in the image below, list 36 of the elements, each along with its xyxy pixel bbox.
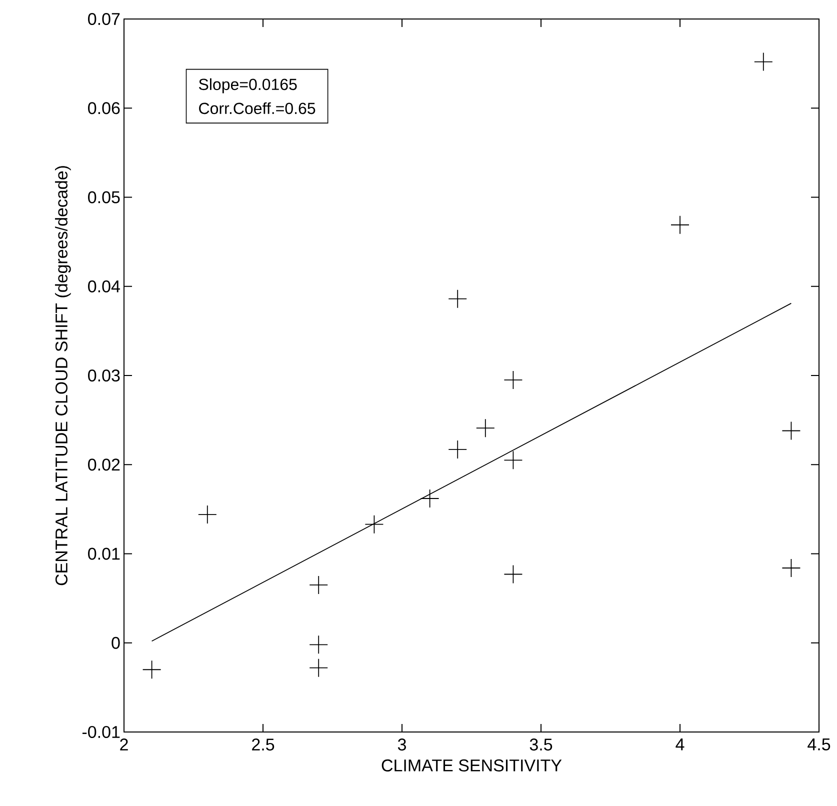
point [782,558,801,578]
x-tick-label: 2.5 [252,738,274,751]
point [504,564,523,584]
point [504,450,523,470]
y-tick-label: 0.07 [88,12,120,26]
x-tick-label: 4 [676,738,684,750]
point [364,514,384,534]
y-tick-label: 0.01 [88,548,120,560]
point [309,635,328,654]
y-tick-label: 0 [112,636,120,649]
point [754,52,773,72]
point [309,658,328,678]
y-tick-label: 0.06 [88,102,120,114]
y-axis-title: CENTRAL LATITUDE CLOUD SHIFT (degrees/decade) [55,166,71,586]
point [448,289,468,308]
point [309,575,328,594]
point [476,418,495,438]
y-tick-label: 0.04 [88,280,120,292]
point [198,505,217,524]
x-tick-label: 3.5 [530,738,552,751]
y-tick-label: 0.03 [88,369,120,382]
point [504,370,523,390]
point [782,421,801,440]
x-tick-label: 2 [120,738,128,750]
point [420,489,440,508]
x-tick-label: 3 [398,738,406,751]
y-tick-label: -0.01 [82,726,120,738]
x-axis-title: CLIMATE SENSITIVITY [382,759,562,772]
point [670,215,690,234]
y-tick-label: 0.02 [88,458,120,471]
point [448,440,468,459]
x-tick-label: 4.5 [808,738,830,750]
annotation: Slope=0.0165 [198,78,297,94]
annotation: Corr.Coeff.=0.65 [199,102,316,114]
point [142,660,162,680]
y-tick-label: 0.05 [88,191,120,204]
